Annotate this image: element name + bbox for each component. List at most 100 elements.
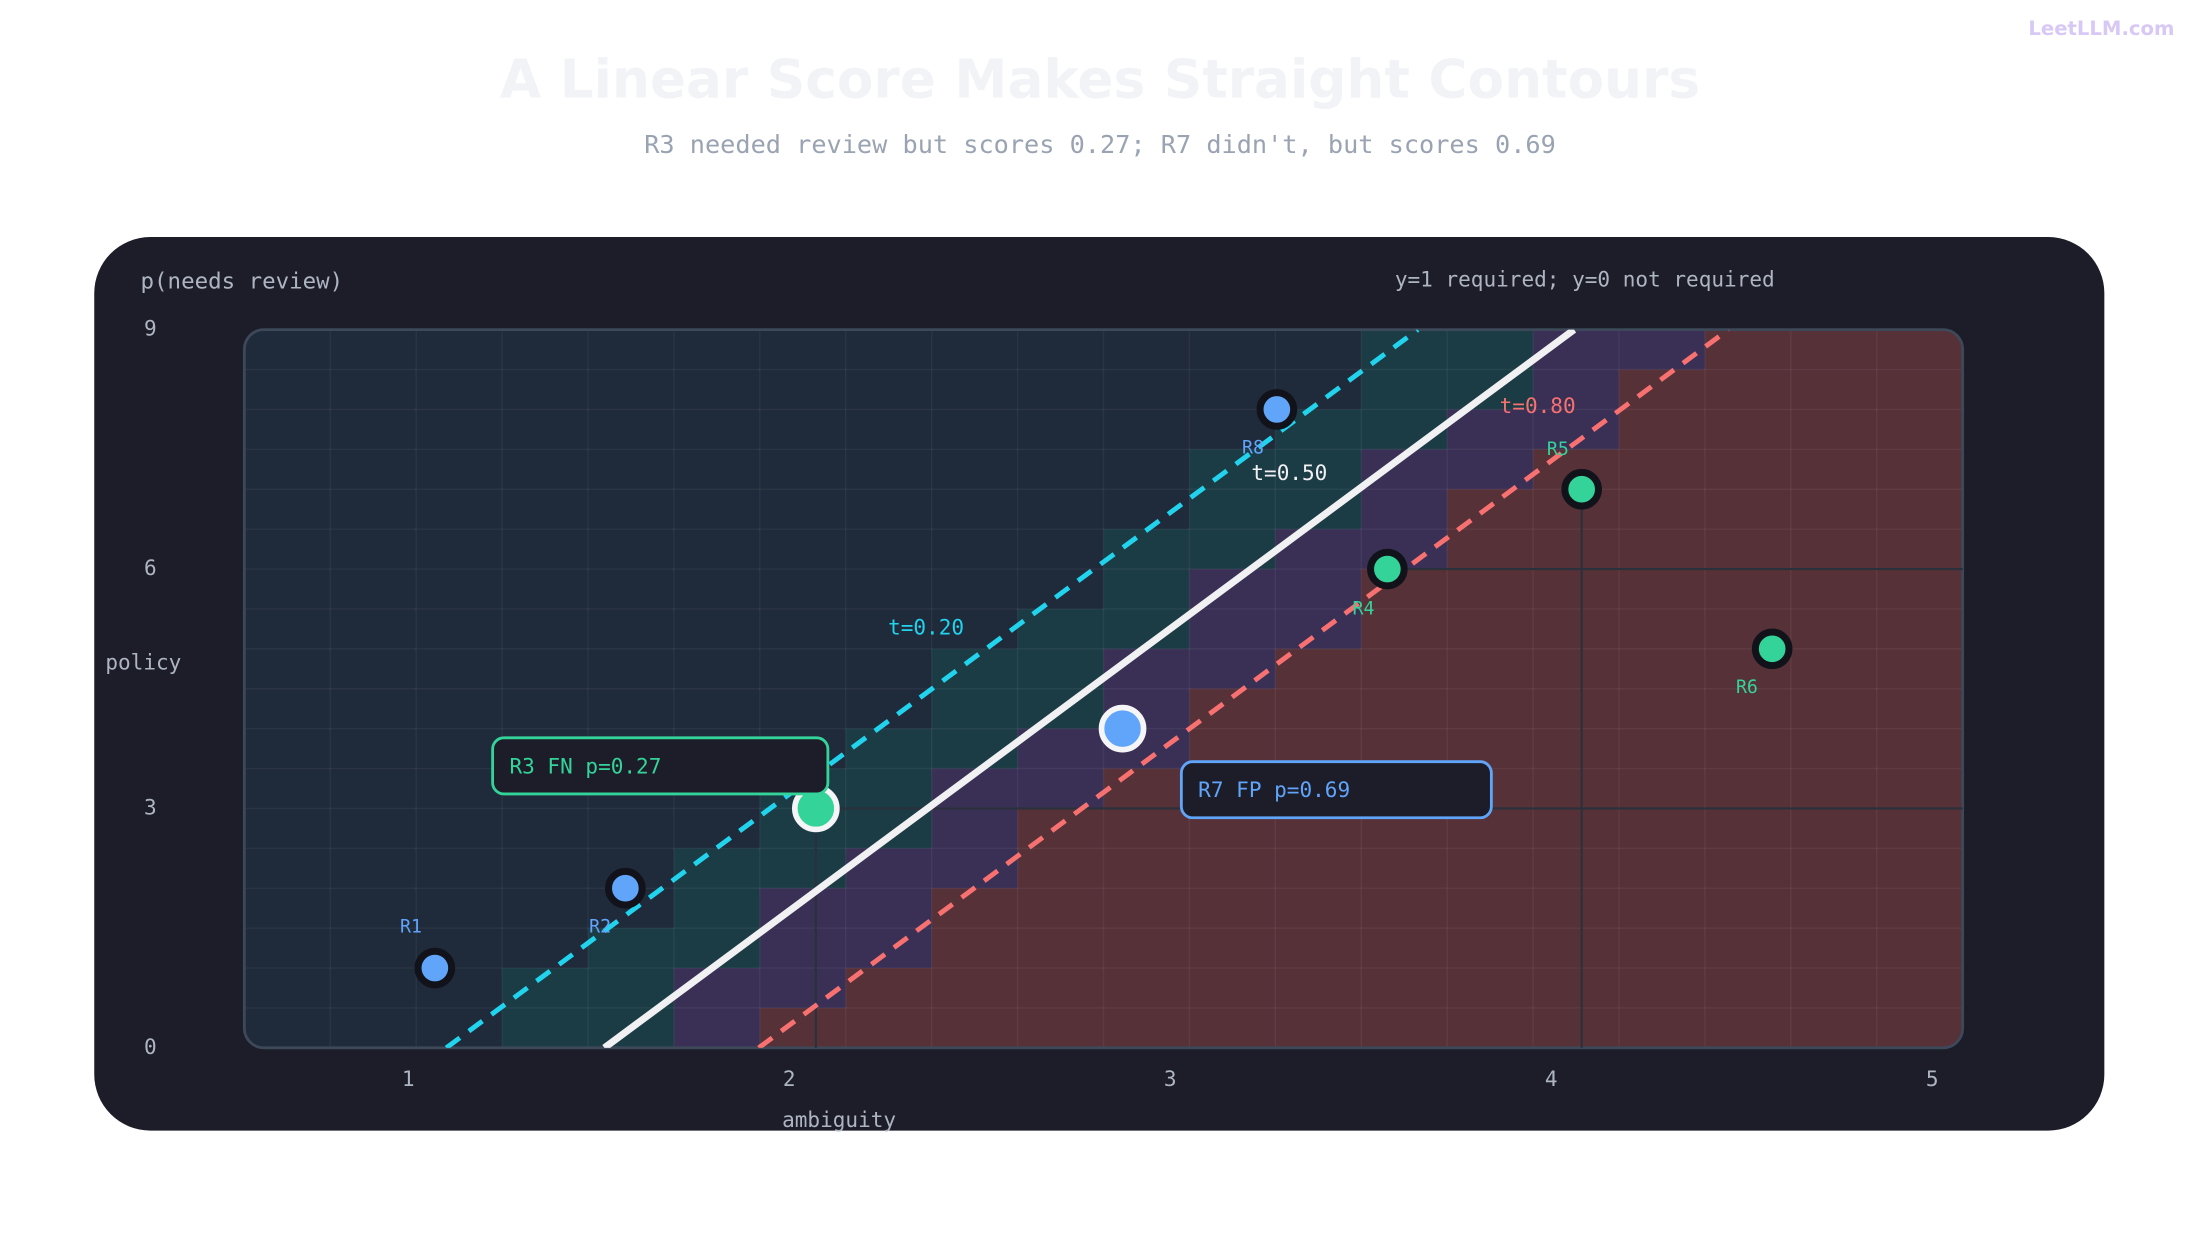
heat-cell [1532, 608, 1621, 651]
heat-cell [244, 448, 332, 491]
heat-cell [1618, 967, 1707, 1010]
heat-cell [1102, 967, 1191, 1010]
heat-cell [1790, 448, 1879, 491]
heat-cell [501, 807, 590, 850]
heat-cell [1446, 927, 1535, 970]
heat-cell [845, 488, 934, 531]
contour-label: t=0.50 [1251, 460, 1327, 485]
heat-cell [415, 887, 504, 930]
contour-label: t=0.20 [888, 614, 964, 639]
contour-label: t=0.80 [1500, 393, 1576, 418]
heat-cell [1188, 927, 1277, 970]
heat-cell [1876, 727, 1963, 770]
heat-cell [1876, 648, 1963, 691]
heat-cell [1274, 608, 1363, 651]
heat-cell [1360, 847, 1449, 890]
heat-cell [1704, 847, 1793, 890]
heat-cell [415, 767, 504, 810]
y-tick-label: 0 [144, 1034, 157, 1059]
heat-cell [415, 1007, 504, 1048]
heat-cell [1274, 329, 1363, 371]
heat-cell [1102, 767, 1191, 810]
heat-cell [587, 648, 676, 691]
heat-cell [1876, 608, 1963, 651]
heat-cell [1532, 967, 1621, 1010]
heat-cell [1446, 1007, 1535, 1048]
heat-cell [1102, 568, 1191, 611]
heat-cell [759, 927, 848, 970]
heat-cell [1016, 368, 1105, 411]
heat-cell [759, 528, 848, 571]
point [1098, 704, 1147, 753]
heat-cell [1790, 329, 1879, 371]
heat-cell [1790, 408, 1879, 451]
heat-cell [1016, 767, 1105, 810]
heat-cell [1532, 727, 1621, 770]
heat-cell [587, 807, 676, 850]
heat-cell [1188, 847, 1277, 890]
heat-cell [1704, 927, 1793, 970]
heat-cell [244, 727, 332, 770]
score-label: p(needs review) [141, 268, 344, 294]
heat-cell [501, 648, 590, 691]
heat-cell [1876, 927, 1963, 970]
heat-cell [1790, 847, 1879, 890]
heat-cell [1618, 648, 1707, 691]
heat-cell [1618, 329, 1707, 371]
callout-box [491, 736, 830, 796]
heat-cell [1188, 648, 1277, 691]
x-tick-label: 1 [402, 1066, 415, 1091]
heat-cell [587, 368, 676, 411]
x-tick-label: 5 [1926, 1066, 1939, 1091]
x-tick-label: 4 [1545, 1066, 1558, 1091]
heat-cell [845, 847, 934, 890]
heat-cell [415, 648, 504, 691]
heat-cell [329, 767, 418, 810]
heat-cell [930, 688, 1019, 731]
heat-cell [1876, 688, 1963, 731]
contour-line [757, 329, 1730, 1048]
heat-cell [845, 528, 934, 571]
heat-cell [673, 368, 762, 411]
heat-cell [244, 488, 332, 531]
heat-cell [1618, 807, 1707, 850]
heat-cell [1016, 408, 1105, 451]
heat-cell [1790, 568, 1879, 611]
heat-cell [1704, 727, 1793, 770]
heat-cell [329, 967, 418, 1010]
heat-cell [1618, 408, 1707, 451]
heat-cell [930, 568, 1019, 611]
point [1367, 548, 1408, 590]
heat-cell [501, 568, 590, 611]
y-axis-label: policy [105, 649, 181, 674]
heat-cell [329, 847, 418, 890]
heat-cell [329, 1007, 418, 1048]
heat-cell [1102, 927, 1191, 970]
heat-cell [1188, 887, 1277, 930]
heat-cell [244, 688, 332, 731]
heat-cell [845, 608, 934, 651]
heat-cell [244, 329, 332, 371]
heat-cell [1704, 767, 1793, 810]
heat-cell [1876, 847, 1963, 890]
heat-cell [1704, 967, 1793, 1010]
heat-cell [501, 488, 590, 531]
heat-cell [1876, 329, 1963, 371]
heat-cell [1790, 927, 1879, 970]
heat-cell [1618, 727, 1707, 770]
heat-cell [1876, 807, 1963, 850]
heat-cell [1016, 568, 1105, 611]
heat-cell [1360, 927, 1449, 970]
heat-cell [1532, 1007, 1621, 1048]
heat-cell [673, 488, 762, 531]
heat-cell [759, 448, 848, 491]
heat-cell [1532, 368, 1621, 411]
heat-cell [501, 528, 590, 571]
heat-cell [1016, 528, 1105, 571]
heat-cell [845, 727, 934, 770]
heat-cell [415, 329, 504, 371]
heat-cell [1618, 488, 1707, 531]
heat-cell [1876, 568, 1963, 611]
heat-cell [845, 887, 934, 930]
